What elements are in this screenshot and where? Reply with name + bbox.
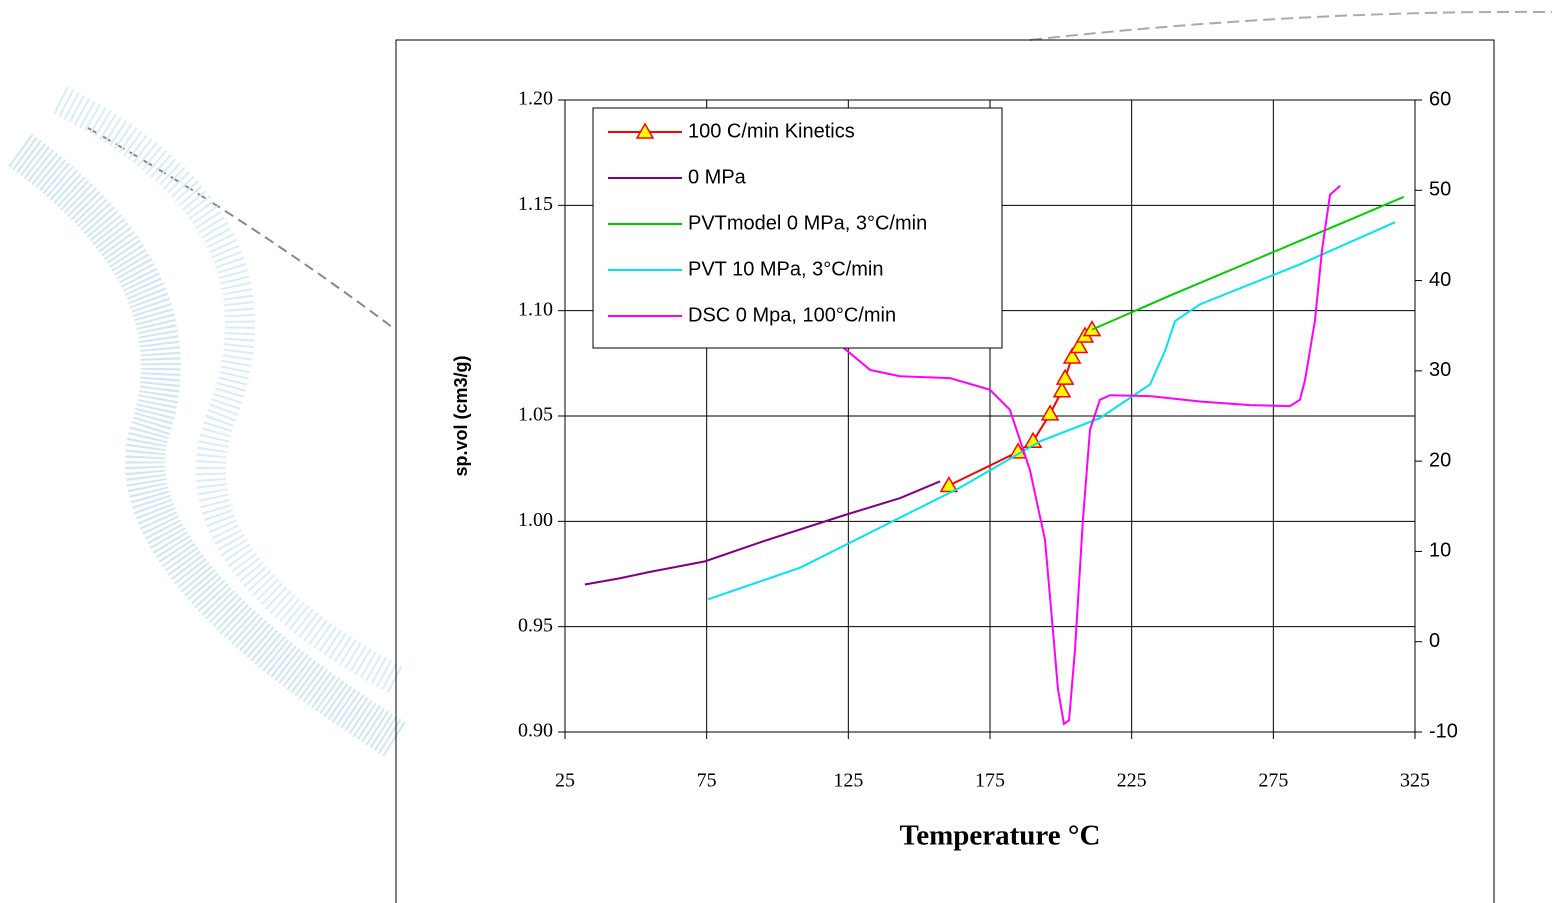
series-line [839, 185, 1341, 726]
y-axis-label: sp.vol (cm3/g) [451, 355, 471, 476]
y-tick-label: 0.90 [518, 720, 553, 742]
legend-label: 100 C/min Kinetics [688, 120, 855, 142]
y2-tick-label: 60 [1429, 88, 1451, 110]
legend-label: 0 MPa [688, 166, 747, 188]
chart-frame [395, 39, 1495, 903]
y2-tick-label: 20 [1429, 449, 1451, 471]
y-tick-label: 1.00 [518, 509, 553, 531]
data-point [1062, 347, 1082, 364]
y2-tick-label: 40 [1429, 269, 1451, 291]
x-tick-label: 275 [1258, 770, 1288, 792]
x-tick-label: 25 [555, 770, 575, 792]
data-point [939, 476, 959, 493]
series-line [1091, 195, 1405, 331]
y-tick-label: 1.05 [518, 404, 553, 426]
x-axis-label: Temperature °C [900, 820, 1101, 852]
plot-frame [564, 99, 1416, 733]
y-tick-label: 1.15 [518, 193, 553, 215]
y2-tick-label: -10 [1429, 720, 1458, 742]
background-decoration [8, 10, 1552, 757]
legend-box [592, 107, 1003, 349]
data-point [1055, 368, 1075, 385]
x-tick-label: 325 [1400, 770, 1430, 792]
x-tick-label: 225 [1117, 770, 1147, 792]
legend-label: PVTmodel 0 MPa, 3°C/min [688, 212, 927, 234]
y-tick-label: 1.20 [518, 88, 553, 110]
y2-tick-label: 50 [1429, 179, 1451, 201]
legend-label: DSC 0 Mpa, 100°C/min [688, 304, 896, 326]
y-tick-label: 1.10 [518, 298, 553, 320]
x-tick-label: 175 [975, 770, 1005, 792]
y2-tick-label: 30 [1429, 359, 1451, 381]
y-tick-label: 0.95 [518, 614, 553, 636]
data-point [1040, 404, 1060, 421]
legend-label: PVT 10 MPa, 3°C/min [688, 258, 883, 280]
y2-tick-label: 0 [1429, 630, 1440, 652]
x-tick-label: 125 [833, 770, 863, 792]
series-line [707, 221, 1396, 601]
x-tick-label: 75 [697, 770, 717, 792]
data-point [1052, 381, 1072, 398]
y2-tick-label: 10 [1429, 540, 1451, 562]
series-line [584, 480, 941, 586]
data-point [1069, 336, 1089, 354]
legend-marker [635, 122, 655, 139]
